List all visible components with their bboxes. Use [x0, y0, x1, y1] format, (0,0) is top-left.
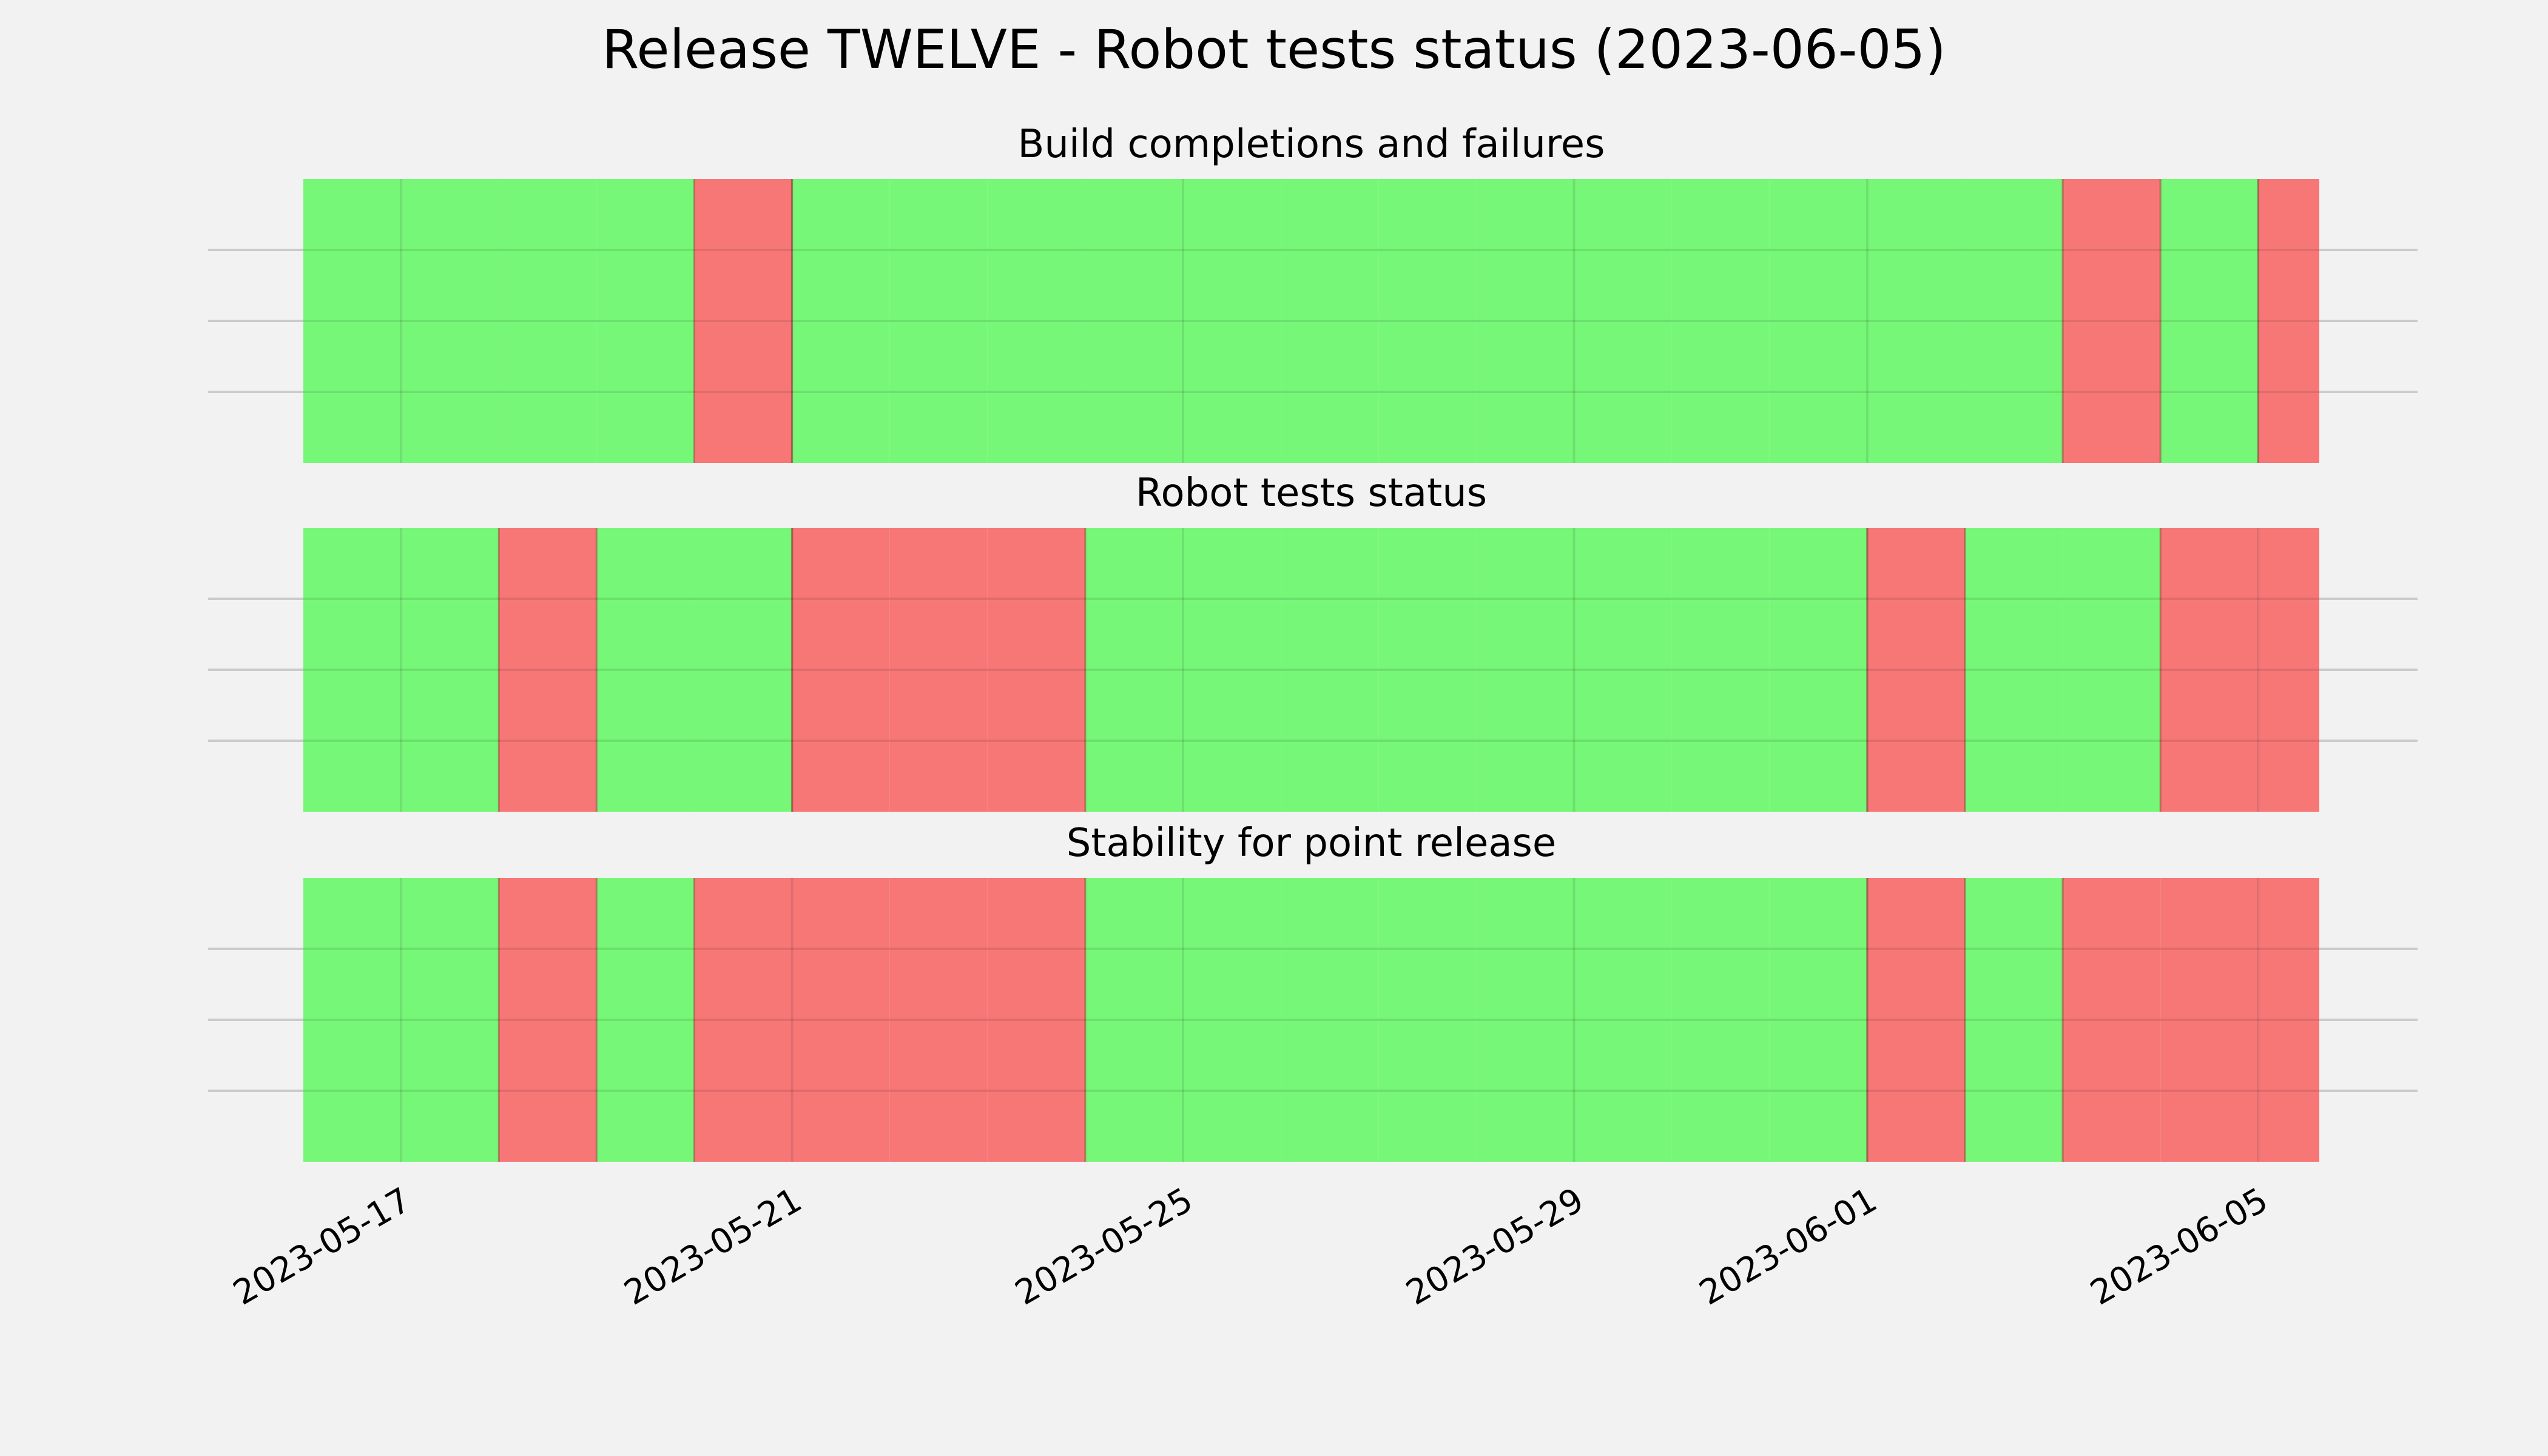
- status-bar-fail: [2258, 878, 2319, 1162]
- x-tick-label: 2023-05-17: [227, 1180, 417, 1313]
- status-bar-pass: [987, 179, 1085, 463]
- panel: Robot tests status: [208, 471, 2418, 812]
- x-tick-label: 2023-06-05: [2084, 1180, 2274, 1313]
- status-bar-pass: [1183, 179, 1281, 463]
- status-bar-pass: [1769, 878, 1867, 1162]
- status-bar-fail: [2160, 528, 2259, 812]
- status-bar-pass: [1085, 878, 1184, 1162]
- status-bar-fail: [1867, 878, 1965, 1162]
- status-bar-fail: [889, 878, 988, 1162]
- status-bar-pass: [303, 528, 402, 812]
- status-bar-fail: [499, 878, 597, 1162]
- status-bar-pass: [596, 528, 695, 812]
- status-bar-pass: [1867, 179, 1965, 463]
- status-bar-pass: [1574, 878, 1672, 1162]
- status-bar-pass: [1085, 528, 1184, 812]
- status-bar-pass: [401, 878, 499, 1162]
- status-bar-pass: [889, 179, 988, 463]
- status-bar-pass: [1769, 179, 1867, 463]
- status-bar-pass: [1964, 179, 2063, 463]
- x-tick-label: 2023-05-25: [1009, 1180, 1199, 1313]
- status-bar-pass: [1085, 179, 1184, 463]
- x-tick-label: 2023-06-01: [1693, 1180, 1883, 1313]
- status-bar-pass: [303, 878, 402, 1162]
- panel-title: Robot tests status: [1136, 471, 1487, 516]
- status-bar-pass: [1671, 878, 1770, 1162]
- status-bar-fail: [2063, 179, 2161, 463]
- status-bar-fail: [987, 528, 1085, 812]
- status-bar-pass: [401, 179, 499, 463]
- status-bar-pass: [1378, 878, 1477, 1162]
- status-bar-pass: [1476, 878, 1574, 1162]
- status-bar-fail: [2063, 878, 2161, 1162]
- x-tick-label: 2023-05-21: [618, 1180, 808, 1313]
- status-bar-pass: [1183, 528, 1281, 812]
- status-bar-pass: [596, 878, 695, 1162]
- status-bar-pass: [2160, 179, 2259, 463]
- status-bar-fail: [1867, 528, 1965, 812]
- x-tick-label: 2023-05-29: [1400, 1180, 1590, 1313]
- panel-title: Stability for point release: [1067, 821, 1557, 866]
- status-bar-pass: [1574, 179, 1672, 463]
- status-bar-pass: [1769, 528, 1867, 812]
- status-bar-fail: [694, 878, 792, 1162]
- status-bar-fail: [694, 179, 792, 463]
- status-bar-pass: [792, 179, 890, 463]
- status-bar-fail: [987, 878, 1085, 1162]
- status-bar-pass: [1964, 878, 2063, 1162]
- status-bar-fail: [792, 528, 890, 812]
- status-bar-pass: [1964, 528, 2063, 812]
- status-bar-pass: [1671, 528, 1770, 812]
- status-bar-pass: [2063, 528, 2161, 812]
- status-bar-pass: [1476, 528, 1574, 812]
- status-bar-pass: [1183, 878, 1281, 1162]
- panel: Build completions and failures: [208, 122, 2418, 463]
- panel: Stability for point release: [208, 821, 2418, 1162]
- status-bar-fail: [2258, 528, 2319, 812]
- panel-title: Build completions and failures: [1018, 122, 1605, 167]
- status-bar-pass: [1671, 179, 1770, 463]
- status-bar-pass: [1378, 528, 1477, 812]
- chart-title: Release TWELVE - Robot tests status (202…: [602, 18, 1946, 81]
- status-bar-fail: [2160, 878, 2259, 1162]
- status-bar-pass: [401, 528, 499, 812]
- status-bar-pass: [1378, 179, 1477, 463]
- x-axis: 2023-05-17 2023-05-21 2023-05-25 2023-05-29…: [227, 1180, 2275, 1313]
- status-bar-pass: [596, 179, 695, 463]
- status-bar-pass: [1281, 528, 1379, 812]
- chart-panels: Build completions and failures Robot test…: [208, 122, 2418, 1162]
- status-bar-fail: [2258, 179, 2319, 463]
- status-bar-fail: [792, 878, 890, 1162]
- status-bar-pass: [694, 528, 792, 812]
- status-bar-fail: [499, 528, 597, 812]
- status-bar-pass: [1281, 878, 1379, 1162]
- status-bar-pass: [1476, 179, 1574, 463]
- status-bar-pass: [1574, 528, 1672, 812]
- status-bar-pass: [499, 179, 597, 463]
- status-bar-pass: [303, 179, 402, 463]
- status-bar-pass: [1281, 179, 1379, 463]
- status-bar-fail: [889, 528, 988, 812]
